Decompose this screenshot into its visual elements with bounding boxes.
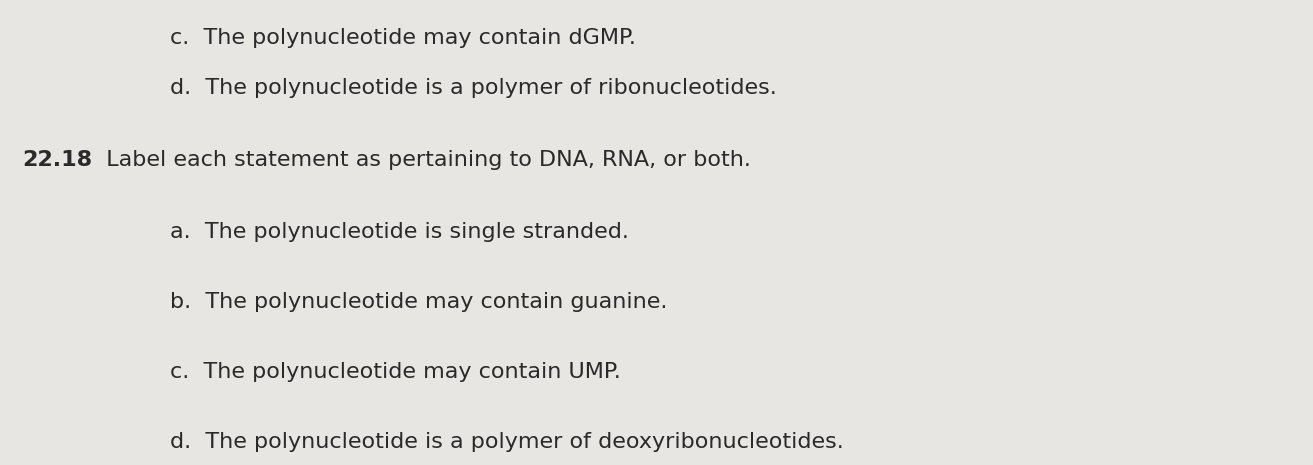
Text: d.  The polynucleotide is a polymer of ribonucleotides.: d. The polynucleotide is a polymer of ri… xyxy=(169,78,777,98)
Text: c.  The polynucleotide may contain dGMP.: c. The polynucleotide may contain dGMP. xyxy=(169,28,635,48)
Text: 22.18: 22.18 xyxy=(22,150,92,170)
Text: d.  The polynucleotide is a polymer of deoxyribonucleotides.: d. The polynucleotide is a polymer of de… xyxy=(169,432,844,452)
Text: b.  The polynucleotide may contain guanine.: b. The polynucleotide may contain guanin… xyxy=(169,292,667,312)
Text: c.  The polynucleotide may contain UMP.: c. The polynucleotide may contain UMP. xyxy=(169,362,621,382)
Text: Label each statement as pertaining to DNA, RNA, or both.: Label each statement as pertaining to DN… xyxy=(92,150,751,170)
Text: a.  The polynucleotide is single stranded.: a. The polynucleotide is single stranded… xyxy=(169,222,629,242)
